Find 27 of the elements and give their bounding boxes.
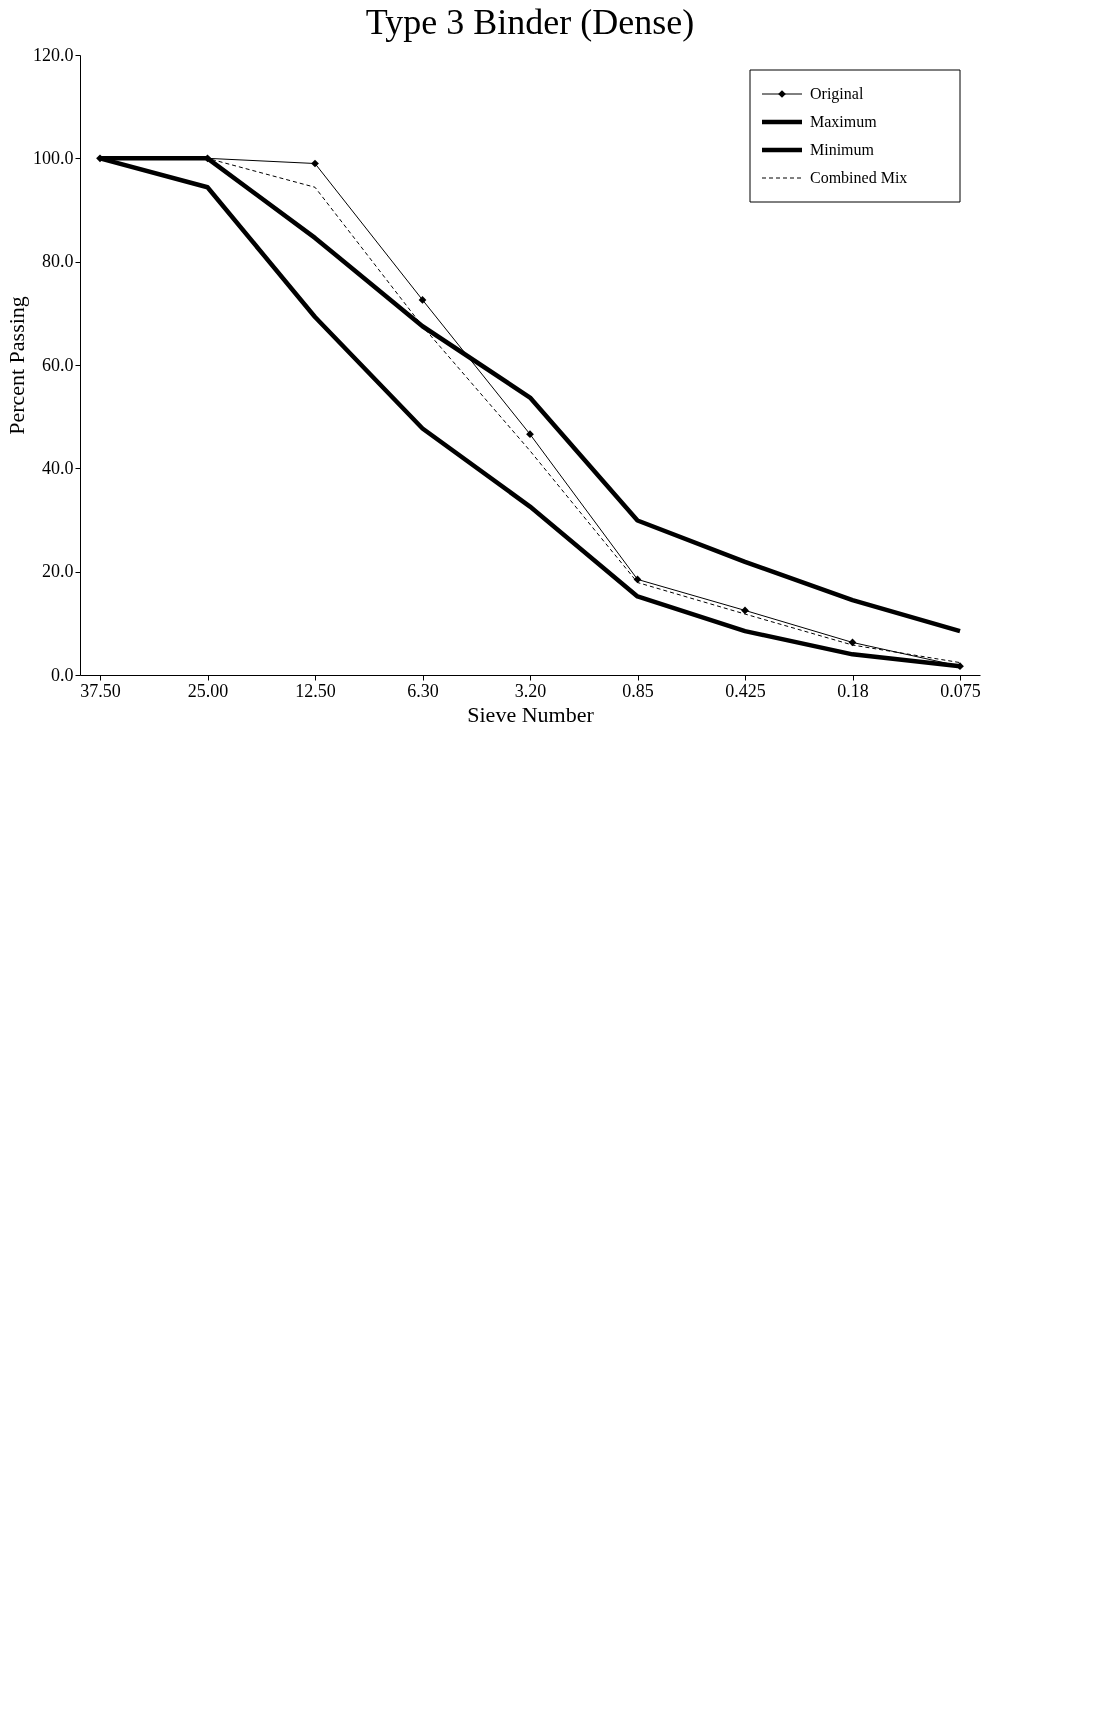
x-tick-label: 37.50 [80, 680, 121, 701]
legend-label: Maximum [810, 113, 878, 130]
legend-label: Combined Mix [810, 169, 908, 186]
legend-label: Original [810, 85, 864, 103]
x-axis-title: Sieve Number [467, 701, 595, 727]
point [741, 606, 749, 615]
x-tick-label: 6.30 [407, 680, 439, 701]
y-tick-label: 80.0 [42, 251, 74, 272]
x-tick-label: 3.20 [514, 680, 547, 701]
x-tick-label: 0.075 [940, 680, 981, 701]
y-tick-label: 120.0 [33, 44, 74, 65]
y-tick-label: 20.0 [42, 561, 74, 582]
legend-label: Minimum [810, 141, 875, 158]
x-tick-label: 0.85 [622, 680, 654, 701]
y-tick-label: 60.0 [42, 354, 74, 375]
x-tick-label: 25.00 [187, 680, 229, 701]
y-axis-title: Percent Passing [4, 296, 29, 435]
point [311, 159, 319, 168]
y-tick-label: 40.0 [42, 457, 74, 478]
chart-title: Type 3 Binder (Dense) [365, 2, 695, 42]
x-tick-label: 12.50 [295, 680, 336, 701]
x-tick-label: 0.18 [837, 680, 869, 701]
point [418, 296, 427, 304]
y-tick-label: 0.0 [51, 664, 74, 685]
point [526, 430, 534, 439]
y-tick-label: 100.0 [33, 147, 74, 168]
x-tick-label: 0.425 [725, 680, 766, 701]
